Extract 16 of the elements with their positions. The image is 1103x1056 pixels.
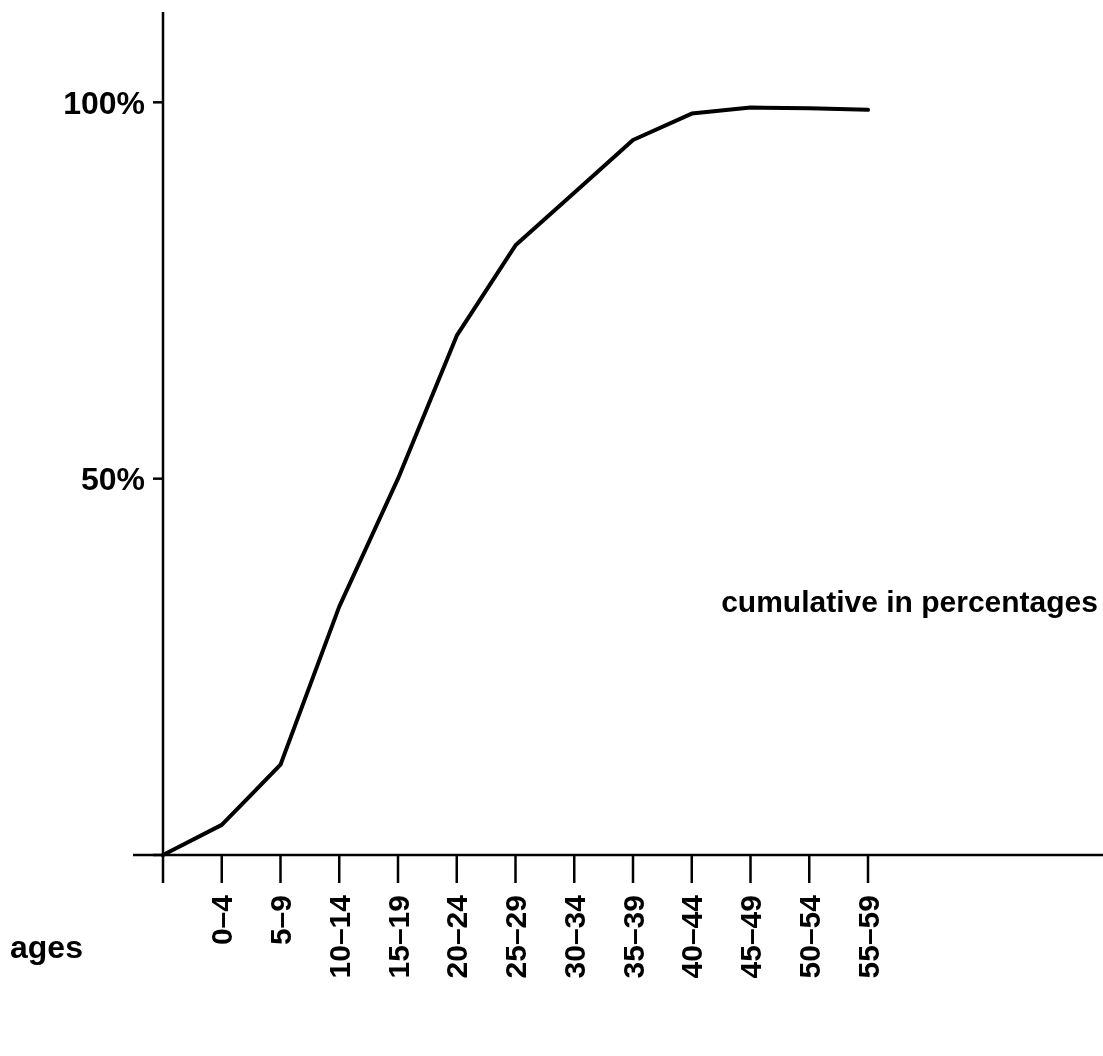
x-tick-label: 20–24	[440, 894, 474, 979]
x-tick-label: 10–14	[322, 894, 356, 979]
x-tick-label: 5–9	[264, 895, 297, 946]
y-tick-label: 50%	[80, 460, 145, 497]
x-tick-label: 40–44	[675, 894, 709, 979]
x-axis-title: ages	[10, 929, 83, 965]
x-tick-label: 55–59	[851, 895, 885, 979]
x-tick-label: 0–4	[205, 894, 239, 946]
x-tick-label: 45–49	[734, 895, 767, 979]
annotation: cumulative in percentages	[721, 585, 1098, 618]
x-tick-label: 25–29	[499, 895, 532, 979]
x-tick-label: 35–39	[616, 895, 650, 979]
x-tick-label: 30–34	[557, 894, 591, 979]
y-tick-label: 100%	[63, 84, 145, 121]
x-tick-label: 15–19	[381, 895, 415, 979]
x-tick-label: 50–54	[792, 894, 826, 979]
